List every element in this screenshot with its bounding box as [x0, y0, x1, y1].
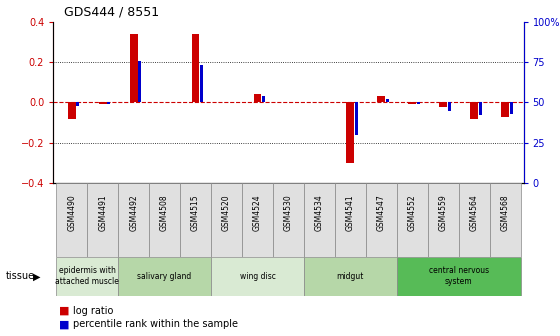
Bar — [118, 183, 149, 257]
Bar — [138, 60, 141, 102]
Text: GSM4541: GSM4541 — [346, 194, 355, 231]
Bar — [489, 183, 520, 257]
Bar — [192, 34, 199, 102]
Text: GSM4552: GSM4552 — [408, 194, 417, 231]
Bar — [366, 183, 396, 257]
Text: tissue: tissue — [6, 271, 35, 281]
Bar — [439, 102, 447, 107]
Bar — [273, 183, 304, 257]
Bar — [76, 102, 80, 106]
Text: epidermis with
attached muscle: epidermis with attached muscle — [55, 266, 119, 286]
Text: GSM4559: GSM4559 — [438, 194, 447, 231]
Bar — [470, 102, 478, 119]
Bar — [68, 102, 76, 119]
Bar — [396, 183, 428, 257]
Text: GSM4492: GSM4492 — [129, 194, 138, 231]
Bar — [262, 96, 265, 102]
Bar — [57, 257, 118, 296]
Bar — [304, 183, 335, 257]
Text: GSM4520: GSM4520 — [222, 194, 231, 231]
Text: GSM4568: GSM4568 — [501, 194, 510, 231]
Text: ▶: ▶ — [32, 271, 40, 281]
Text: GDS444 / 8551: GDS444 / 8551 — [64, 5, 160, 18]
Bar — [386, 99, 389, 102]
Text: salivary gland: salivary gland — [138, 272, 192, 281]
Bar — [254, 94, 262, 102]
Bar — [459, 183, 489, 257]
Text: GSM4534: GSM4534 — [315, 194, 324, 231]
Text: GSM4547: GSM4547 — [377, 194, 386, 231]
Text: GSM4524: GSM4524 — [253, 194, 262, 231]
Text: percentile rank within the sample: percentile rank within the sample — [73, 319, 238, 329]
Text: GSM4564: GSM4564 — [470, 194, 479, 231]
Bar — [99, 102, 106, 104]
Bar — [130, 34, 138, 102]
Text: central nervous
system: central nervous system — [428, 266, 489, 286]
Text: GSM4515: GSM4515 — [191, 194, 200, 231]
Text: midgut: midgut — [337, 272, 364, 281]
Bar — [57, 183, 87, 257]
Bar — [355, 102, 358, 135]
Text: ■: ■ — [59, 319, 69, 329]
Bar — [200, 66, 203, 102]
Bar — [304, 257, 396, 296]
Bar — [377, 96, 385, 102]
Bar — [335, 183, 366, 257]
Bar — [510, 102, 512, 114]
Bar — [347, 102, 354, 163]
Text: GSM4530: GSM4530 — [284, 194, 293, 231]
Text: log ratio: log ratio — [73, 306, 113, 316]
Bar — [149, 183, 180, 257]
Bar — [479, 102, 482, 115]
Bar — [107, 102, 110, 104]
Bar — [417, 102, 420, 104]
Bar — [501, 102, 509, 117]
Bar — [396, 257, 520, 296]
Bar — [118, 257, 211, 296]
Text: GSM4508: GSM4508 — [160, 194, 169, 231]
Bar — [211, 183, 242, 257]
Bar — [211, 257, 304, 296]
Text: GSM4491: GSM4491 — [98, 194, 107, 231]
Bar — [408, 102, 416, 104]
Bar — [242, 183, 273, 257]
Text: ■: ■ — [59, 306, 69, 316]
Text: GSM4490: GSM4490 — [67, 194, 76, 231]
Bar — [447, 102, 451, 111]
Bar — [87, 183, 118, 257]
Bar — [428, 183, 459, 257]
Bar — [180, 183, 211, 257]
Text: wing disc: wing disc — [240, 272, 276, 281]
